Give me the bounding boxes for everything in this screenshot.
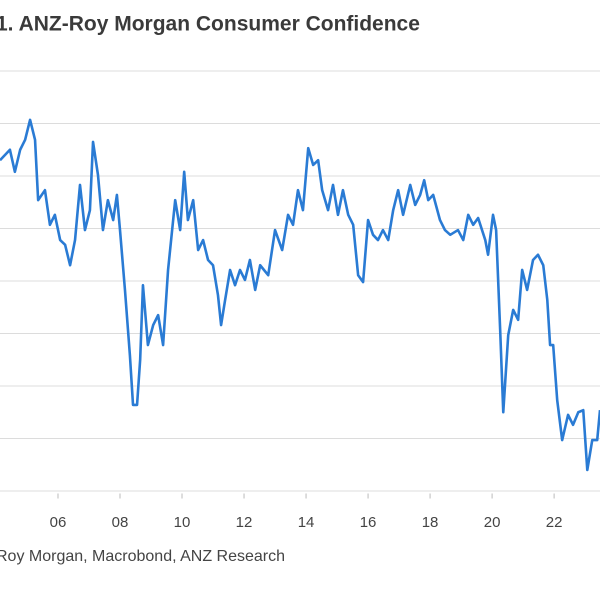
x-tick-label: 06 xyxy=(50,514,67,531)
x-tick-label: 14 xyxy=(298,514,315,531)
x-tick-label: 20 xyxy=(484,514,501,531)
chart-title: 1. ANZ-Roy Morgan Consumer Confidence xyxy=(0,13,420,36)
x-tick-label: 10 xyxy=(174,514,191,531)
source-note: Roy Morgan, Macrobond, ANZ Research xyxy=(0,548,285,565)
x-tick-label: 18 xyxy=(422,514,439,531)
x-tick-label: 08 xyxy=(112,514,129,531)
x-tick-label: 12 xyxy=(236,514,253,531)
x-tick-label: 16 xyxy=(360,514,377,531)
x-tick-label: 22 xyxy=(546,514,563,531)
data-line xyxy=(0,118,600,472)
